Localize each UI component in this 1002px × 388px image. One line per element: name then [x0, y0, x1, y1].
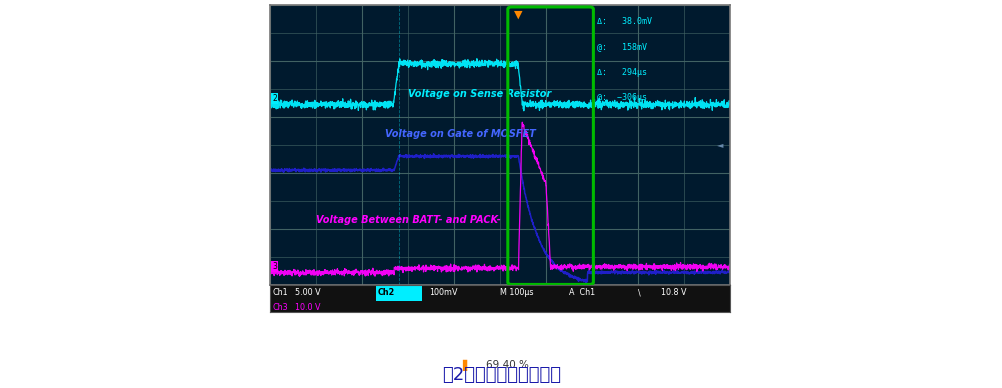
- Text: @:  −306μs: @: −306μs: [596, 93, 646, 102]
- Text: Voltage on Gate of MOSFET: Voltage on Gate of MOSFET: [385, 128, 535, 139]
- Text: @:   158mV: @: 158mV: [596, 43, 646, 52]
- Text: 5.00 V: 5.00 V: [295, 288, 321, 297]
- Text: A  Ch1: A Ch1: [568, 288, 594, 297]
- Bar: [376, 286, 422, 301]
- Text: M 100μs: M 100μs: [500, 288, 533, 297]
- Text: 10.0 V: 10.0 V: [295, 303, 321, 312]
- Text: Δ:   38.0mV: Δ: 38.0mV: [596, 17, 651, 26]
- Text: 100mV: 100mV: [428, 288, 457, 297]
- Text: Δ:   294μs: Δ: 294μs: [596, 68, 646, 77]
- Text: Ch2: Ch2: [378, 288, 395, 297]
- Text: 69.40 %: 69.40 %: [486, 360, 529, 371]
- Text: 3: 3: [272, 262, 277, 271]
- Text: ▼: ▼: [514, 9, 522, 19]
- Text: 图2：短路保护时的波形: 图2：短路保护时的波形: [442, 366, 560, 384]
- Text: ▌: ▌: [462, 360, 470, 371]
- Text: Voltage Between BATT- and PACK-: Voltage Between BATT- and PACK-: [316, 215, 500, 225]
- Text: Voltage on Sense Resistor: Voltage on Sense Resistor: [408, 89, 551, 99]
- Text: 2: 2: [272, 94, 277, 103]
- Text: ◄: ◄: [715, 140, 722, 149]
- Text: Ch1: Ch1: [272, 288, 288, 297]
- Text: 10.8 V: 10.8 V: [660, 288, 685, 297]
- Text: \: \: [637, 288, 640, 297]
- Text: Ch3: Ch3: [272, 303, 288, 312]
